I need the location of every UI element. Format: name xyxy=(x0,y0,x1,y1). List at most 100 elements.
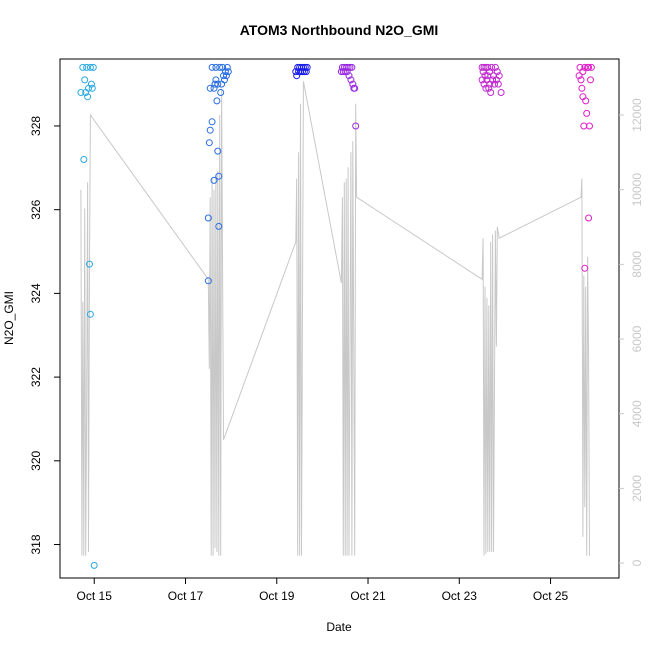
y-right-tick-label: 12000 xyxy=(630,98,644,132)
data-point xyxy=(218,80,226,88)
y-axis-left: 318 320 322 324 326 328 xyxy=(29,116,60,555)
data-point xyxy=(212,63,220,71)
data-point xyxy=(495,72,503,80)
data-point xyxy=(583,109,591,117)
x-tick-label: Oct 19 xyxy=(259,589,295,603)
data-point xyxy=(86,260,93,268)
data-point xyxy=(80,156,88,163)
y-right-tick-label: 6000 xyxy=(630,325,644,352)
data-point xyxy=(481,72,489,80)
data-point xyxy=(211,80,219,88)
y-right-tick-label: 2000 xyxy=(630,475,644,502)
data-point xyxy=(494,80,502,88)
x-tick-label: Oct 25 xyxy=(533,589,569,603)
altitude-layer xyxy=(80,81,590,556)
data-point xyxy=(204,277,212,285)
x-tick-label: Oct 21 xyxy=(350,589,386,603)
data-point xyxy=(348,63,356,71)
y-right-tick-label: 0 xyxy=(630,559,644,566)
data-point xyxy=(204,214,212,222)
data-point xyxy=(212,76,220,84)
data-point xyxy=(347,76,355,84)
data-point xyxy=(79,63,87,71)
data-point xyxy=(215,222,223,230)
data-point xyxy=(208,118,216,126)
data-point xyxy=(222,72,230,80)
data-point xyxy=(587,76,594,84)
chart-title: ATOM3 Northbound N2O_GMI xyxy=(240,22,439,38)
data-point xyxy=(482,84,490,92)
data-point xyxy=(206,84,214,92)
y-left-tick-label: 322 xyxy=(29,367,43,387)
data-point xyxy=(577,76,585,84)
y-axis-label: N2O_GMI xyxy=(2,291,16,345)
data-point xyxy=(582,97,590,105)
data-point xyxy=(480,63,488,71)
data-point xyxy=(215,172,223,180)
data-point xyxy=(493,68,501,76)
data-point xyxy=(217,89,225,96)
data-point xyxy=(83,63,91,71)
data-point xyxy=(77,89,85,96)
x-tick-label: Oct 15 xyxy=(77,589,113,603)
x-tick-label: Oct 23 xyxy=(442,589,478,603)
data-point xyxy=(90,561,98,569)
data-point xyxy=(221,76,228,84)
data-point xyxy=(216,63,224,71)
data-point xyxy=(81,76,89,84)
points-layer xyxy=(77,63,595,569)
data-point xyxy=(224,68,232,76)
x-axis: Oct 15 Oct 17 Oct 19 Oct 21 Oct 23 Oct 25 xyxy=(77,578,569,603)
data-point xyxy=(491,63,499,71)
data-point xyxy=(223,63,231,71)
data-point xyxy=(86,310,94,318)
data-point xyxy=(293,72,301,80)
data-point xyxy=(575,72,583,80)
y-right-tick-label: 8000 xyxy=(630,251,644,278)
data-point xyxy=(346,63,354,71)
data-point xyxy=(484,63,492,71)
data-point xyxy=(84,93,92,101)
data-point xyxy=(88,84,96,92)
y-right-tick-label: 10000 xyxy=(630,173,644,207)
x-tick-label: Oct 17 xyxy=(168,589,204,603)
x-axis-label: Date xyxy=(326,620,352,634)
data-point xyxy=(487,89,495,96)
data-point xyxy=(86,63,94,71)
data-point xyxy=(497,89,505,96)
data-point xyxy=(352,122,360,130)
y-right-tick-label: 4000 xyxy=(630,400,644,427)
data-point xyxy=(488,63,496,71)
data-point xyxy=(579,68,587,76)
data-point xyxy=(489,76,497,84)
y-axis-right: 0 2000 4000 6000 8000 10000 12000 xyxy=(619,98,644,566)
y-left-tick-label: 328 xyxy=(29,116,43,136)
data-point xyxy=(578,84,586,92)
data-point xyxy=(205,139,213,147)
y-left-tick-label: 324 xyxy=(29,283,43,303)
data-point xyxy=(585,214,593,222)
data-point xyxy=(345,72,353,80)
data-point xyxy=(586,122,593,130)
data-point xyxy=(303,63,311,71)
data-point xyxy=(210,84,218,92)
data-point xyxy=(344,63,352,71)
data-point xyxy=(581,264,589,272)
data-point xyxy=(349,80,357,88)
data-point xyxy=(87,80,95,88)
data-point xyxy=(220,72,227,80)
data-point xyxy=(221,68,229,76)
data-point xyxy=(486,68,494,76)
data-point xyxy=(208,63,216,71)
data-point xyxy=(581,63,589,71)
y-left-tick-label: 326 xyxy=(29,199,43,219)
data-point xyxy=(214,80,222,88)
data-point xyxy=(292,68,300,76)
data-point xyxy=(210,176,218,184)
altitude-line xyxy=(80,81,590,556)
data-point xyxy=(580,122,588,130)
data-point xyxy=(485,84,493,92)
data-point xyxy=(301,63,309,71)
data-point xyxy=(587,63,595,71)
y-left-tick-label: 318 xyxy=(29,534,43,554)
